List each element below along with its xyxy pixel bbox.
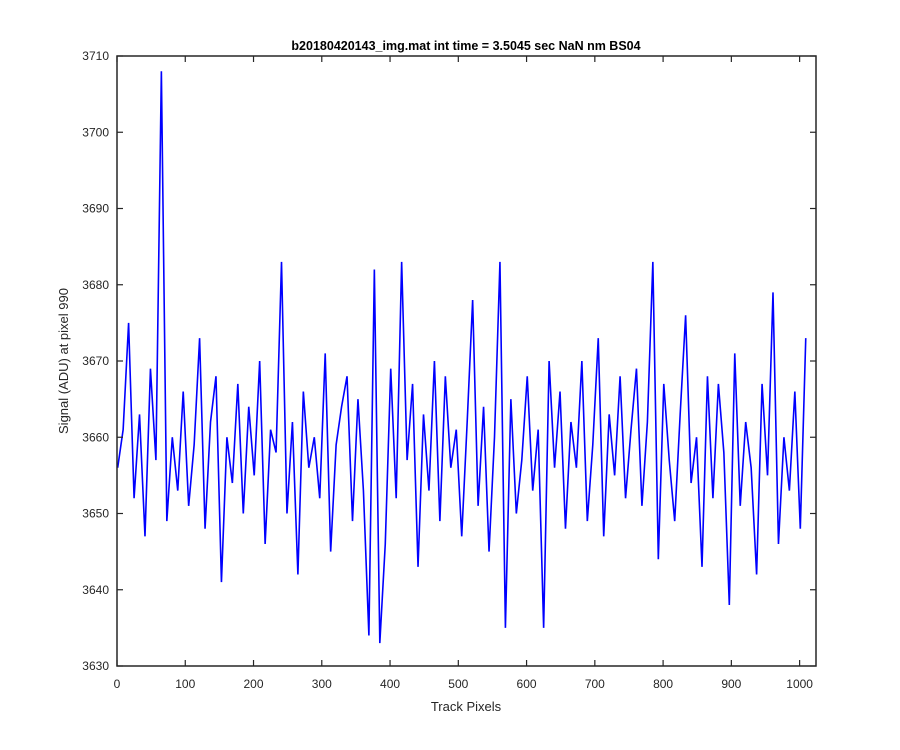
axes-box xyxy=(116,55,817,667)
plot-area xyxy=(117,56,816,666)
x-tick-label: 500 xyxy=(448,677,468,691)
x-tick-label: 100 xyxy=(175,677,195,691)
series-line xyxy=(116,71,807,644)
x-tick-labels: 0 100 200 300 400 500 600 700 800 900 1000 xyxy=(114,677,814,691)
x-axis-label: Track Pixels xyxy=(431,699,502,714)
x-tick-label: 600 xyxy=(517,677,537,691)
x-tick-label: 800 xyxy=(653,677,673,691)
x-tick-label: 700 xyxy=(585,677,605,691)
y-tick-label: 3650 xyxy=(82,507,109,521)
x-tick-label: 0 xyxy=(114,677,121,691)
x-tick-label: 1000 xyxy=(786,677,813,691)
y-tick-labels: 3630 3640 3650 3660 3670 3680 3690 3700 3710 xyxy=(82,49,109,673)
x-tick-label: 300 xyxy=(312,677,332,691)
y-tick-label: 3710 xyxy=(82,49,109,63)
y-tick-label: 3670 xyxy=(82,354,109,368)
y-tick-label: 3700 xyxy=(82,125,109,139)
y-tick-label: 3640 xyxy=(82,583,109,597)
series-layer xyxy=(116,71,807,644)
chart-title: b20180420143_img.mat int time = 3.5045 s… xyxy=(291,39,640,53)
y-axis-label: Signal (ADU) at pixel 990 xyxy=(56,288,71,434)
y-tick-label: 3630 xyxy=(82,659,109,673)
y-tick-label: 3690 xyxy=(82,202,109,216)
x-tick-label: 200 xyxy=(244,677,264,691)
y-tick-label: 3660 xyxy=(82,430,109,444)
x-tick-label: 400 xyxy=(380,677,400,691)
y-tick-label: 3680 xyxy=(82,278,109,292)
x-tick-label: 900 xyxy=(721,677,741,691)
